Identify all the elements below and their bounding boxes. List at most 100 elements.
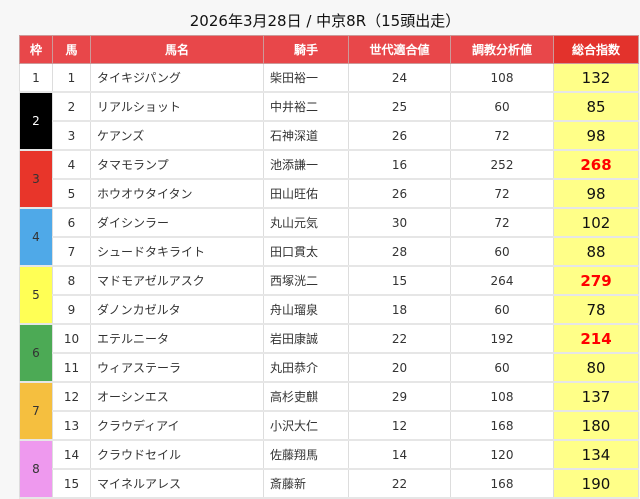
header-row: 枠 馬 馬名 騎手 世代適合値 調教分析値 総合指数 xyxy=(19,35,639,64)
jockey-name: 中井裕二 xyxy=(263,91,349,122)
table-row: 7 シュードタキライト 田口貫太 28 60 88 xyxy=(20,236,639,267)
table-row: 3 ケアンズ 石神深道 26 72 98 xyxy=(20,120,639,151)
table-row: 4 6 ダイシンラー 丸山元気 30 72 102 xyxy=(19,207,639,267)
generation-fit-value: 20 xyxy=(348,352,451,383)
total-index-value: 102 xyxy=(553,207,639,238)
frame-cell: 2 xyxy=(19,91,53,151)
horse-name: マイネルアレス xyxy=(90,468,264,499)
header-horse-name: 馬名 xyxy=(90,35,264,64)
horse-name: リアルショット xyxy=(90,91,264,122)
total-index-value: 132 xyxy=(553,63,639,93)
total-index-value: 180 xyxy=(553,410,639,441)
horse-name: タマモランプ xyxy=(90,149,264,180)
jockey-name: 舟山瑠泉 xyxy=(263,294,349,325)
total-index-value: 98 xyxy=(553,120,639,151)
table-row: 1 1 タイキジパング 柴田裕一 24 108 132 xyxy=(19,63,639,93)
jockey-name: 高杉吏麒 xyxy=(263,381,349,412)
training-analysis-value: 264 xyxy=(450,265,554,296)
horse-number: 2 xyxy=(52,91,91,122)
training-analysis-value: 60 xyxy=(450,91,554,122)
horse-number: 11 xyxy=(52,352,91,383)
horse-name: ダイシンラー xyxy=(90,207,264,238)
table-row: 3 4 タマモランプ 池添謙一 16 252 268 xyxy=(19,149,639,209)
horse-number: 14 xyxy=(52,439,91,470)
horse-number: 10 xyxy=(52,323,91,354)
header-jockey: 騎手 xyxy=(263,35,349,64)
horse-number: 8 xyxy=(52,265,91,296)
horse-number: 13 xyxy=(52,410,91,441)
generation-fit-value: 25 xyxy=(348,91,451,122)
horse-name: シュードタキライト xyxy=(90,236,264,267)
generation-fit-value: 24 xyxy=(348,63,451,93)
table-row: 8 14 クラウドセイル 佐藤翔馬 14 120 134 xyxy=(19,439,639,499)
frame-cell: 6 xyxy=(19,323,53,383)
horse-name: タイキジパング xyxy=(90,63,264,93)
table-row: 13 クラウディアイ 小沢大仁 12 168 180 xyxy=(20,410,639,441)
total-index-value: 80 xyxy=(553,352,639,383)
jockey-name: 小沢大仁 xyxy=(263,410,349,441)
training-analysis-value: 120 xyxy=(450,439,554,470)
jockey-name: 岩田康誠 xyxy=(263,323,349,354)
training-analysis-value: 108 xyxy=(450,63,554,93)
generation-fit-value: 15 xyxy=(348,265,451,296)
generation-fit-value: 14 xyxy=(348,439,451,470)
total-index-value: 88 xyxy=(553,236,639,267)
total-index-value: 98 xyxy=(553,178,639,209)
total-index-value: 137 xyxy=(553,381,639,412)
jockey-name: 丸田恭介 xyxy=(263,352,349,383)
frame-cell: 8 xyxy=(19,439,53,499)
generation-fit-value: 22 xyxy=(348,323,451,354)
horse-name: オーシンエス xyxy=(90,381,264,412)
horse-number: 15 xyxy=(52,468,91,499)
horse-number: 12 xyxy=(52,381,91,412)
table-row: 7 12 オーシンエス 高杉吏麒 29 108 137 xyxy=(19,381,639,441)
race-title: 2026年3月28日 / 中京8R（15頭出走） xyxy=(189,12,461,30)
table-row: 6 10 エテルニータ 岩田康誠 22 192 214 xyxy=(19,323,639,383)
total-index-value: 134 xyxy=(553,439,639,470)
total-index-value: 190 xyxy=(553,468,639,499)
horse-number: 3 xyxy=(52,120,91,151)
generation-fit-value: 16 xyxy=(348,149,451,180)
training-analysis-value: 72 xyxy=(450,207,554,238)
training-analysis-value: 72 xyxy=(450,120,554,151)
training-analysis-value: 60 xyxy=(450,352,554,383)
training-analysis-value: 72 xyxy=(450,178,554,209)
frame-cell: 3 xyxy=(19,149,53,209)
jockey-name: 斎藤新 xyxy=(263,468,349,499)
training-analysis-value: 60 xyxy=(450,236,554,267)
table-row: 9 ダノンカゼルタ 舟山瑠泉 18 60 78 xyxy=(20,294,639,325)
training-analysis-value: 168 xyxy=(450,468,554,499)
generation-fit-value: 12 xyxy=(348,410,451,441)
horse-name: ダノンカゼルタ xyxy=(90,294,264,325)
horse-number: 1 xyxy=(52,63,91,93)
horse-name: ホウオウタイタン xyxy=(90,178,264,209)
table-row: 5 ホウオウタイタン 田山旺佑 26 72 98 xyxy=(20,178,639,209)
total-index-value: 85 xyxy=(553,91,639,122)
training-analysis-value: 60 xyxy=(450,294,554,325)
generation-fit-value: 18 xyxy=(348,294,451,325)
generation-fit-value: 26 xyxy=(348,178,451,209)
generation-fit-value: 22 xyxy=(348,468,451,499)
horse-number: 6 xyxy=(52,207,91,238)
jockey-name: 西塚洸二 xyxy=(263,265,349,296)
table-row: 11 ウィアステーラ 丸田恭介 20 60 80 xyxy=(20,352,639,383)
horse-number: 7 xyxy=(52,236,91,267)
horse-name: マドモアゼルアスク xyxy=(90,265,264,296)
jockey-name: 佐藤翔馬 xyxy=(263,439,349,470)
frame-cell: 7 xyxy=(19,381,53,441)
horse-number: 9 xyxy=(52,294,91,325)
table-row: 2 2 リアルショット 中井裕二 25 60 85 xyxy=(19,91,639,151)
training-analysis-value: 192 xyxy=(450,323,554,354)
header-total-index: 総合指数 xyxy=(553,35,639,64)
generation-fit-value: 26 xyxy=(348,120,451,151)
jockey-name: 石神深道 xyxy=(263,120,349,151)
total-index-value: 78 xyxy=(553,294,639,325)
frame-cell: 1 xyxy=(19,63,53,93)
horse-name: ウィアステーラ xyxy=(90,352,264,383)
frame-cell: 5 xyxy=(19,265,53,325)
jockey-name: 田口貫太 xyxy=(263,236,349,267)
training-analysis-value: 168 xyxy=(450,410,554,441)
table-row: 5 8 マドモアゼルアスク 西塚洸二 15 264 279 xyxy=(19,265,639,325)
generation-fit-value: 29 xyxy=(348,381,451,412)
horse-number: 5 xyxy=(52,178,91,209)
